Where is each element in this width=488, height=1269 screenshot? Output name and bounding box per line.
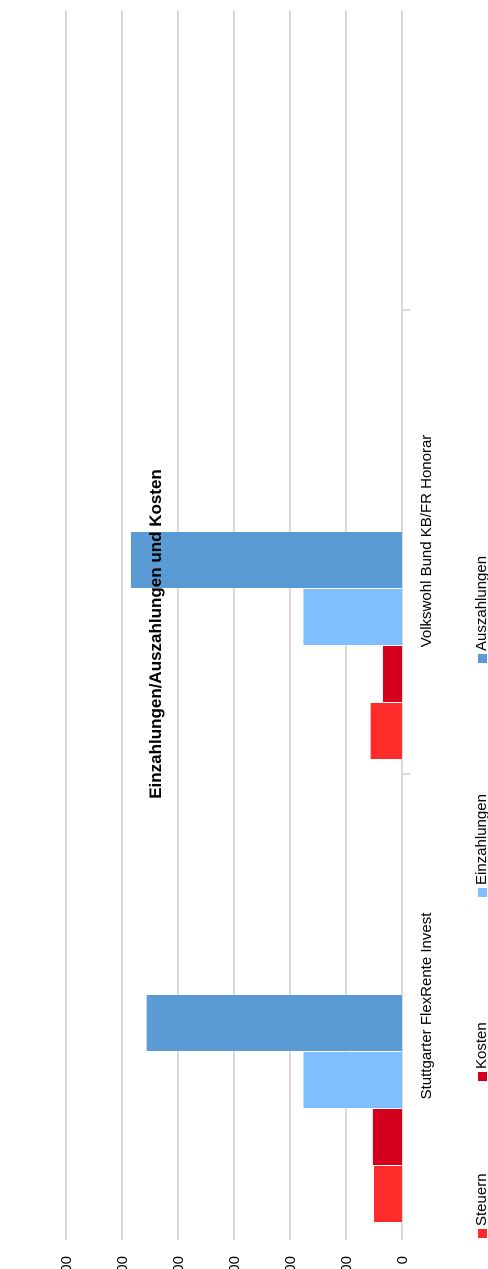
legend-label-einzahlungen: Einzahlungen (473, 794, 488, 885)
bar-steuern-2 (370, 703, 402, 759)
legend-marker-steuern (478, 1229, 487, 1238)
bar-kosten-1 (372, 1109, 402, 1165)
value-tick-label: 250.000 (114, 1256, 131, 1269)
value-tick-label: 150.000 (226, 1256, 243, 1269)
category-label: Volkswohl Bund KB/FR Honorar (418, 435, 435, 648)
value-tick-label: 200.000 (170, 1256, 187, 1269)
legend: Steuern Kosten Einzahlungen Auszahlungen (473, 556, 488, 1238)
legend-label-kosten: Kosten (473, 1022, 488, 1069)
category-label: Stuttgarter FlexRente Invest (418, 912, 435, 1100)
legend-label-steuern: Steuern (473, 1173, 488, 1226)
legend-marker-kosten (478, 1072, 487, 1081)
bar-einzahlungen-1 (303, 1052, 402, 1108)
value-tick-label: 50.000 (338, 1256, 355, 1269)
bar-auszahlungen-2 (130, 532, 402, 588)
value-axis-tick-labels: 0 50.000 100.000 150.000 200.000 250.000 300.0… (58, 1256, 411, 1269)
legend-label-auszahlungen: Auszahlungen (473, 556, 488, 651)
legend-marker-auszahlungen (478, 654, 487, 663)
chart-title: Einzahlungen/Auszahlungen und Kosten (146, 469, 165, 799)
value-tick-label: 0 (394, 1256, 411, 1264)
bar-steuern-1 (374, 1166, 402, 1222)
bars (130, 532, 402, 1222)
legend-marker-einzahlungen (478, 888, 487, 897)
category-labels: Stuttgarter FlexRente Invest Volkswohl Bu… (418, 435, 435, 1100)
category-axis (401, 10, 410, 1240)
bar-einzahlungen-2 (303, 589, 402, 645)
value-tick-label: 300.000 (58, 1256, 75, 1269)
bar-kosten-2 (382, 646, 402, 702)
value-tick-label: 100.000 (282, 1256, 299, 1269)
bar-auszahlungen-1 (146, 995, 402, 1051)
